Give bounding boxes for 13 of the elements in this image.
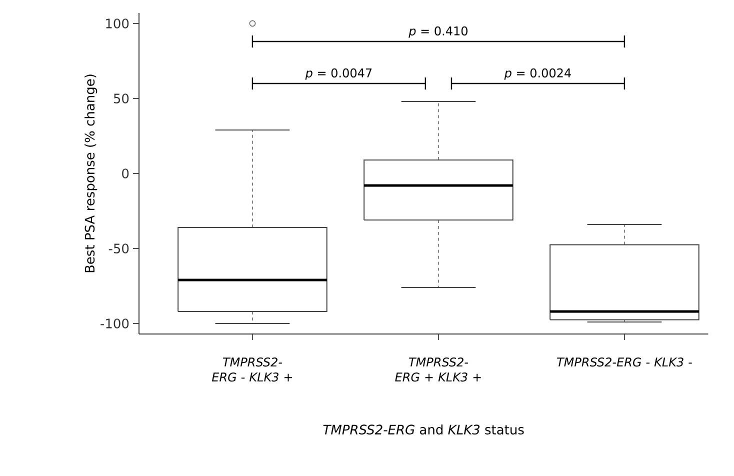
x-axis-title: TMPRSS2-ERG and KLK3 status bbox=[323, 424, 524, 434]
y-axis-title: Best PSA response (% change) bbox=[84, 74, 98, 272]
x-tick-label: TMPRSS2-ERG + KLK3 + bbox=[395, 358, 481, 382]
y-tick-label: -100 bbox=[100, 318, 129, 328]
y-tick-label: -50 bbox=[108, 244, 129, 254]
x-tick-label: TMPRSS2-ERG - KLK3 + bbox=[212, 358, 292, 382]
x-tick-label: TMPRSS2-ERG - KLK3 - bbox=[557, 358, 692, 367]
annotation: p = 0.0047 bbox=[305, 68, 372, 80]
annotation: p = 0.410 bbox=[408, 26, 468, 38]
annotation: p = 0.0024 bbox=[504, 68, 571, 80]
y-tick-label: 50 bbox=[114, 94, 129, 104]
y-tick-label: 0 bbox=[122, 168, 129, 178]
y-tick-label: 100 bbox=[106, 18, 129, 28]
